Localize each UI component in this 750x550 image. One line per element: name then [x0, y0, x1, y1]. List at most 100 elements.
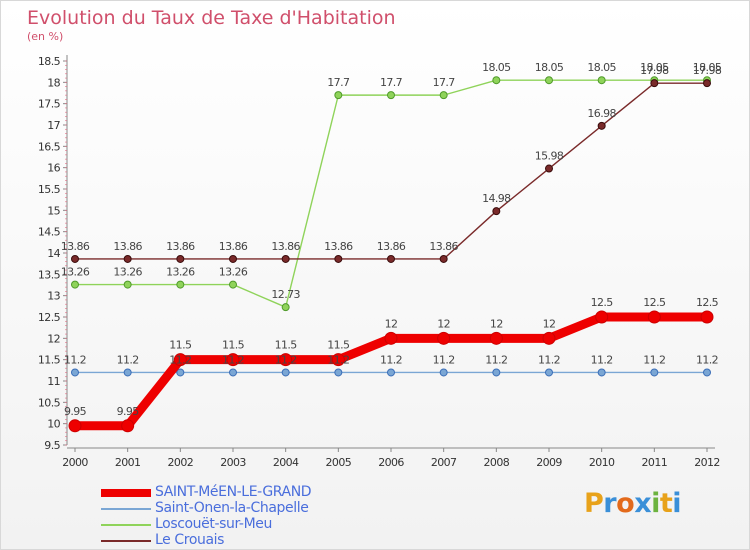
x-tick-label: 2004	[273, 456, 299, 469]
y-tick-label: 17	[47, 119, 60, 132]
data-label: 12	[543, 317, 556, 330]
data-point	[439, 368, 448, 377]
data-label: 12.73	[271, 288, 300, 301]
x-tick-label: 2005	[326, 456, 352, 469]
series-le-crouais	[71, 79, 711, 263]
data-label: 11.5	[275, 339, 298, 352]
legend-swatch	[101, 540, 151, 542]
x-tick-label: 2001	[115, 456, 141, 469]
data-label: 15.98	[535, 150, 564, 163]
data-label: 13.26	[166, 266, 195, 279]
x-tick-label: 2000	[62, 456, 88, 469]
data-label: 12.5	[696, 296, 719, 309]
data-point	[173, 353, 187, 367]
data-label: 18.05	[587, 61, 616, 74]
data-point	[123, 280, 132, 289]
data-label: 11.5	[327, 339, 350, 352]
data-label: 11.2	[275, 353, 297, 366]
data-point	[226, 353, 240, 367]
x-tick-label: 2007	[431, 456, 457, 469]
data-point	[71, 368, 79, 377]
logo-letter: x	[634, 488, 652, 519]
y-tick-label: 16	[47, 162, 60, 175]
data-label: 11.2	[169, 353, 191, 366]
y-tick-label: 17.5	[38, 98, 61, 111]
logo-letter: t	[659, 488, 673, 519]
data-point	[703, 79, 711, 88]
data-label: 13.86	[324, 240, 353, 253]
data-point	[492, 76, 501, 85]
data-point	[387, 368, 395, 377]
data-label: 17.7	[327, 76, 350, 89]
data-label: 9.95	[64, 405, 87, 418]
data-label: 12	[385, 317, 398, 330]
data-label: 13.26	[113, 266, 142, 279]
data-label: 13.86	[271, 240, 300, 253]
y-tick-label: 18	[47, 76, 60, 89]
chart-axes: 9.5 10 10.5 11 11.5 12 12.5 13 13.5 14 14.5 15 15.5 1…	[38, 55, 720, 469]
y-tick-label: 18.5	[38, 55, 61, 68]
data-point	[650, 79, 659, 88]
chart-title: Evolution du Taux de Taxe d'Habitation	[27, 7, 396, 29]
data-label: 11.2	[222, 353, 244, 366]
y-tick-label: 9.5	[44, 439, 60, 452]
data-point	[281, 303, 290, 312]
data-point	[229, 254, 237, 263]
data-label: 14.98	[482, 192, 511, 205]
logo-letter: i	[672, 488, 682, 519]
data-point	[121, 419, 135, 433]
data-point	[387, 254, 395, 263]
logo-letter: P	[584, 488, 604, 519]
data-label: 18.05	[693, 61, 722, 74]
data-point	[334, 91, 343, 100]
series-saint-meen	[68, 310, 714, 433]
data-point	[123, 254, 132, 263]
y-tick-label: 15.5	[38, 183, 61, 196]
data-label: 11.5	[222, 339, 245, 352]
data-label: 9.95	[117, 405, 140, 418]
data-label: 11.2	[380, 353, 402, 366]
data-label: 18.05	[535, 61, 564, 74]
data-point	[437, 331, 451, 345]
logo-letter: r	[603, 488, 617, 519]
legend-label: Saint-Onen-la-Chapelle	[155, 500, 309, 516]
x-tick-label: 2011	[642, 456, 668, 469]
data-label: 17.7	[433, 76, 456, 89]
data-label: 11.5	[169, 339, 192, 352]
data-point	[279, 353, 293, 367]
y-tick-label: 16.5	[38, 140, 61, 153]
data-label: 12.5	[643, 296, 666, 309]
data-point	[71, 254, 79, 263]
y-tick-label: 12.5	[38, 311, 61, 324]
x-tick-label: 2006	[378, 456, 404, 469]
x-tick-label: 2010	[589, 456, 615, 469]
data-point	[597, 368, 606, 377]
data-label: 11.2	[591, 353, 613, 366]
data-point	[439, 254, 448, 263]
y-tick-label: 10.5	[38, 396, 61, 409]
data-point	[492, 368, 501, 377]
y-tick-label: 13.5	[38, 268, 61, 281]
chart-series	[68, 76, 714, 433]
data-point	[492, 207, 501, 216]
data-point	[176, 368, 185, 377]
data-label: 13.26	[61, 266, 90, 279]
data-label: 11.2	[643, 353, 665, 366]
series-loscouet	[71, 76, 711, 312]
legend-label: Le Crouais	[155, 532, 225, 548]
data-point	[703, 368, 711, 377]
x-tick-label: 2002	[168, 456, 194, 469]
legend-swatch	[101, 524, 151, 526]
data-point	[597, 121, 606, 130]
data-label: 13.86	[166, 240, 195, 253]
proxiti-logo: Proxiti	[584, 488, 682, 519]
y-tick-label: 10	[47, 418, 60, 431]
legend-swatch	[101, 508, 151, 510]
data-label: 11.2	[696, 353, 718, 366]
data-point	[545, 76, 553, 85]
data-point	[439, 91, 448, 100]
data-label: 11.2	[117, 353, 139, 366]
data-label: 17.98	[640, 64, 669, 77]
data-point	[650, 368, 659, 377]
